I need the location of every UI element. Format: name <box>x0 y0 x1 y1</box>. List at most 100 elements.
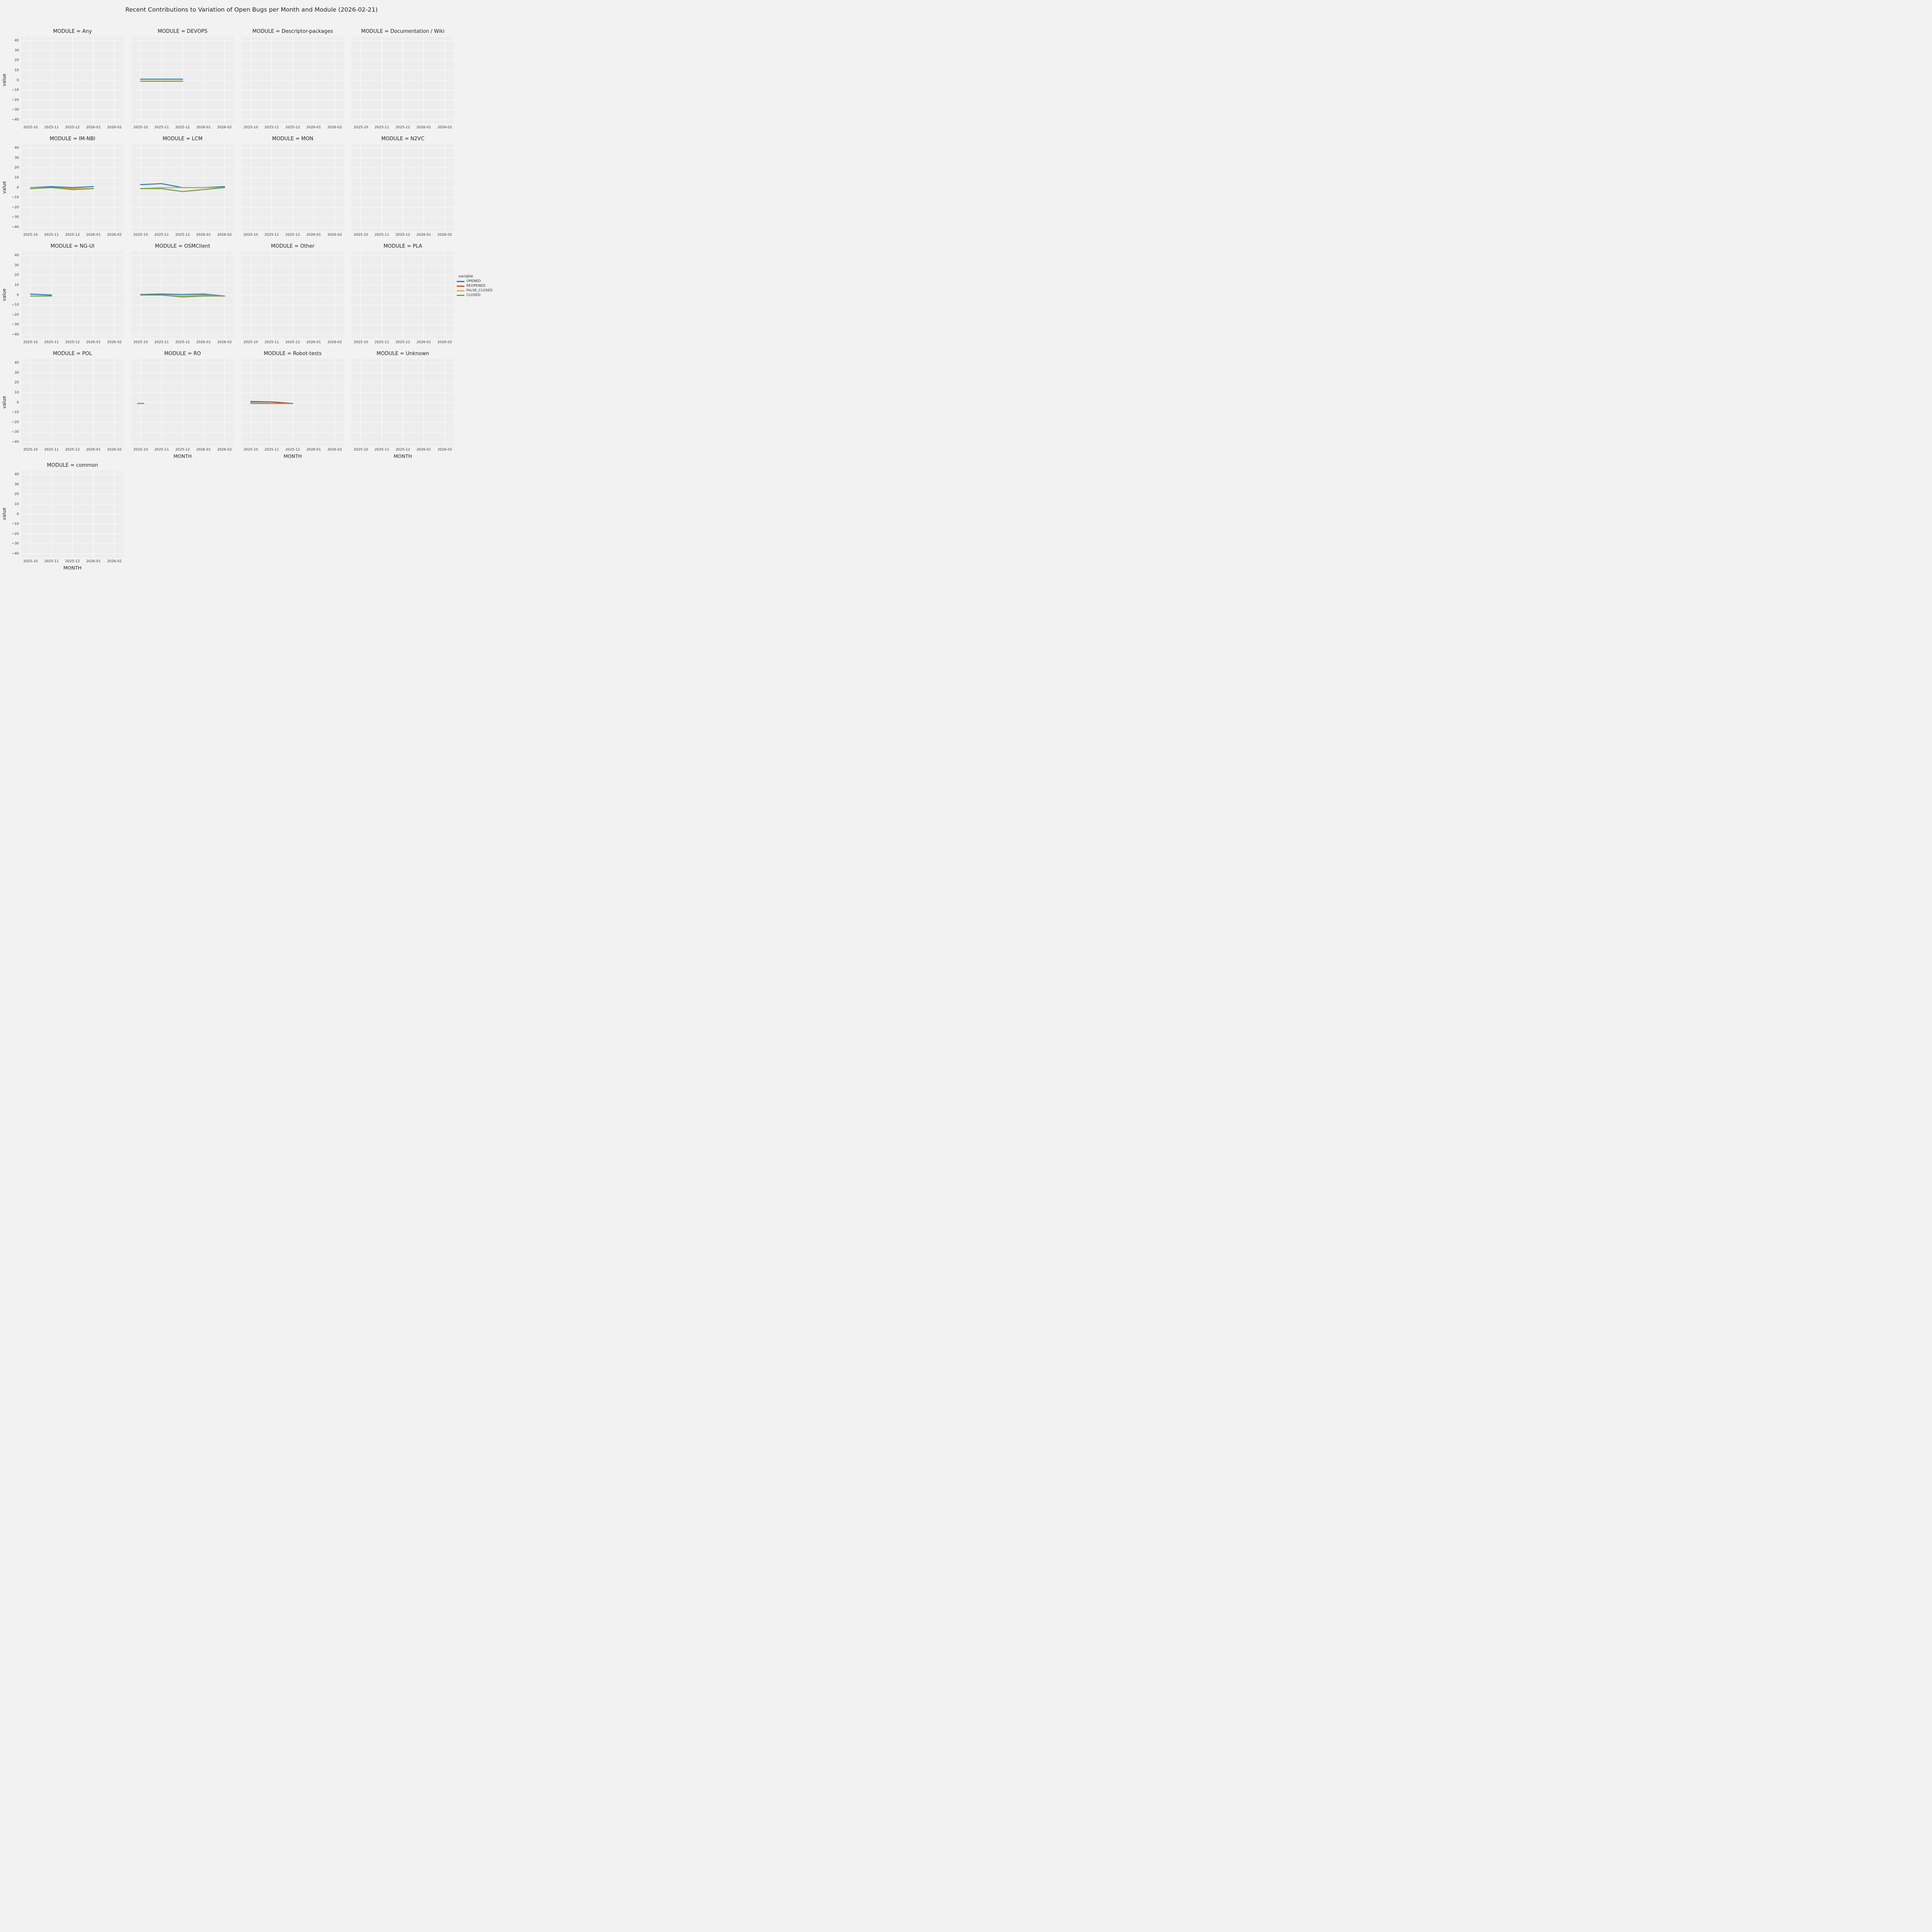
x-tick-label: 2025-12 <box>65 126 80 129</box>
facet-plot <box>21 359 124 446</box>
x-tick-label: 2025-12 <box>395 448 410 452</box>
x-tick-label: 2025-12 <box>175 448 190 452</box>
series-closed <box>140 187 225 192</box>
x-tick-label: 2025-10 <box>354 340 368 344</box>
y-tick-label: −40 <box>12 440 19 444</box>
facet-plot-svg <box>242 37 344 124</box>
x-tick-label: 2026-01 <box>86 233 101 237</box>
facet-plot-svg <box>21 144 124 231</box>
y-axis-label: value <box>2 396 7 408</box>
y-tick-label: −20 <box>12 420 19 424</box>
facet-title: MODULE = Robot-tests <box>264 351 322 357</box>
x-tick-label: 2026-02 <box>107 126 122 129</box>
facet-title: MODULE = DEVOPS <box>158 29 207 34</box>
x-tick-label: 2025-11 <box>374 448 389 452</box>
x-tick-label: 2026-02 <box>217 126 232 129</box>
legend-swatch-reopened <box>457 285 464 287</box>
y-tick-label: 40 <box>14 146 19 150</box>
facet-plot <box>352 359 454 446</box>
x-tick-label: 2026-01 <box>196 126 211 129</box>
series-closed <box>30 187 94 190</box>
legend-label: OPENED <box>466 279 481 283</box>
facet-plot <box>242 359 344 446</box>
x-tick-label: 2025-10 <box>133 448 148 452</box>
x-tick-label: 2026-01 <box>416 233 431 237</box>
facet-plot <box>131 252 234 338</box>
x-tick-label: 2025-10 <box>243 233 258 237</box>
facet-plot <box>131 359 234 446</box>
legend-entry: OPENED <box>457 279 493 283</box>
x-tick-label: 2025-12 <box>395 126 410 129</box>
x-tick-label: 2026-02 <box>107 560 122 563</box>
x-tick-label: 2025-11 <box>154 448 169 452</box>
x-tick-label: 2026-01 <box>306 340 321 344</box>
facet-title: MODULE = Unknown <box>376 351 429 357</box>
facet-title: MODULE = POL <box>53 351 92 357</box>
legend: variable OPENED REOPENED FALSE_CLOSED CLOSE… <box>457 274 493 298</box>
x-tick-label: 2025-10 <box>243 448 258 452</box>
y-tick-label: 20 <box>14 273 19 277</box>
facet-plot-svg <box>242 144 344 231</box>
facet-plot-svg <box>21 252 124 338</box>
x-tick-label: 2025-11 <box>264 448 279 452</box>
x-tick-label: 2025-11 <box>374 233 389 237</box>
legend-label: FALSE_CLOSED <box>466 289 493 293</box>
x-axis-label: MONTH <box>393 453 412 459</box>
facet-plot-svg <box>21 37 124 124</box>
x-axis-label: MONTH <box>283 453 302 459</box>
x-tick-label: 2026-02 <box>437 233 452 237</box>
y-tick-label: −10 <box>12 410 19 415</box>
y-tick-label: −20 <box>12 532 19 536</box>
y-tick-label: −30 <box>12 215 19 219</box>
facet-plot <box>21 471 124 558</box>
facet-title: MODULE = Any <box>53 29 92 34</box>
y-tick-label: 0 <box>17 400 19 405</box>
y-tick-label: −20 <box>12 98 19 102</box>
x-tick-label: 2026-01 <box>416 448 431 452</box>
facet-plot <box>21 37 124 124</box>
facet-plot <box>352 144 454 231</box>
facet-plot-svg <box>131 252 234 338</box>
facet-title: MODULE = LCM <box>162 136 203 142</box>
x-tick-label: 2025-12 <box>395 340 410 344</box>
y-tick-label: −10 <box>12 196 19 200</box>
y-tick-label: −20 <box>12 205 19 209</box>
y-tick-label: −30 <box>12 323 19 327</box>
x-tick-label: 2026-02 <box>217 340 232 344</box>
x-tick-label: 2025-10 <box>23 233 38 237</box>
y-tick-label: 10 <box>14 175 19 180</box>
y-tick-label: −40 <box>12 333 19 337</box>
x-tick-label: 2025-12 <box>285 340 300 344</box>
x-tick-label: 2025-11 <box>264 233 279 237</box>
x-axis-label: MONTH <box>63 565 82 571</box>
x-tick-label: 2025-11 <box>44 233 59 237</box>
y-axis-label: value <box>2 181 7 194</box>
facet-plot-svg <box>131 37 234 124</box>
x-tick-label: 2025-12 <box>175 340 190 344</box>
y-tick-label: 10 <box>14 68 19 72</box>
x-tick-label: 2025-10 <box>354 233 368 237</box>
y-tick-label: 30 <box>14 371 19 375</box>
facet-plot-svg <box>242 252 344 338</box>
x-tick-label: 2026-02 <box>327 233 342 237</box>
series-closed <box>140 294 225 298</box>
y-axis-label: value <box>2 73 7 86</box>
x-tick-label: 2025-10 <box>133 233 148 237</box>
chart-title: Recent Contributions to Variation of Ope… <box>125 6 378 13</box>
y-tick-label: 20 <box>14 58 19 63</box>
x-tick-label: 2026-02 <box>107 233 122 237</box>
x-tick-label: 2025-11 <box>374 340 389 344</box>
x-tick-label: 2025-10 <box>23 340 38 344</box>
x-tick-label: 2026-02 <box>107 340 122 344</box>
y-tick-label: 40 <box>14 39 19 43</box>
y-tick-label: 30 <box>14 482 19 486</box>
x-tick-label: 2025-11 <box>374 126 389 129</box>
legend-label: CLOSED <box>466 293 481 297</box>
x-tick-label: 2026-01 <box>196 340 211 344</box>
facet-plot <box>352 37 454 124</box>
facet-title: MODULE = common <box>47 463 98 468</box>
x-tick-label: 2025-12 <box>175 233 190 237</box>
y-tick-label: 40 <box>14 253 19 257</box>
y-tick-label: 40 <box>14 473 19 476</box>
figure: Recent Contributions to Variation of Ope… <box>0 0 503 580</box>
